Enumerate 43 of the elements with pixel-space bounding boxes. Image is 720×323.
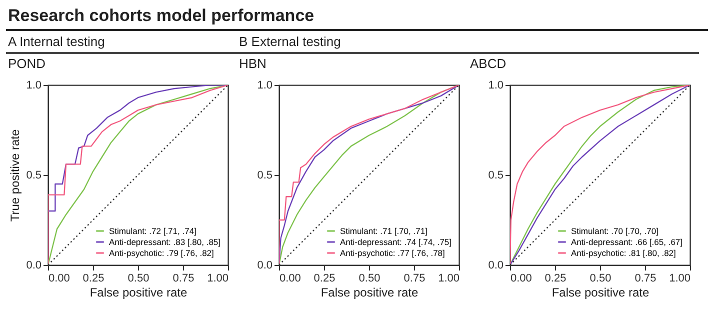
x-tick-label: 0.00	[48, 272, 70, 284]
legend-label: Anti-depressant: .83 [.80, .85]	[109, 237, 221, 247]
x-tick-label: 1.00	[438, 272, 460, 284]
legend-label: Anti-psychotic: .79 [.76, .82]	[109, 248, 214, 258]
chart-title: POND	[8, 56, 46, 71]
y-tick-label: 0.0	[257, 260, 272, 272]
text: A Internal testing	[6, 32, 237, 54]
y-tick-label: 0.0	[488, 260, 504, 272]
legend-label: Anti-psychotic: .77 [.76, .78]	[340, 248, 445, 258]
x-tick-label: 0.50	[358, 272, 380, 284]
text: Research cohorts model performance	[6, 4, 708, 31]
x-tick-label: 0.00	[280, 272, 301, 284]
y-tick-label: 1.0	[26, 80, 42, 92]
x-axis-title: False positive rate	[552, 286, 650, 300]
x-tick-label: 0.25	[314, 272, 336, 284]
legend-label: Anti-psychotic: .81 [.80, .82]	[571, 248, 676, 258]
y-tick-label: 0.5	[257, 170, 272, 182]
y-axis-title: True positive rate	[8, 129, 22, 222]
x-tick-label: 1.00	[207, 272, 228, 284]
y-tick-label: 1.0	[488, 80, 504, 92]
x-tick-label: 0.75	[404, 272, 426, 284]
legend-label: Anti-depressant: .74 [.74, .75]	[340, 237, 452, 247]
legend-label: Anti-depressant: .66 [.65, .67]	[571, 237, 683, 247]
x-tick-label: 0.50	[128, 272, 150, 284]
y-tick-label: 1.0	[257, 80, 272, 92]
x-axis-title: False positive rate	[90, 286, 188, 300]
legend-label: Stimulant: .71 [.70, .71]	[340, 226, 428, 236]
chart-title: HBN	[239, 56, 266, 71]
legend-label: Stimulant: .70 [.70, .70]	[571, 226, 658, 236]
x-tick-label: 0.00	[510, 272, 532, 284]
x-tick-label: 1.00	[669, 272, 690, 284]
y-tick-label: 0.0	[26, 260, 42, 272]
x-tick-label: 0.75	[634, 272, 656, 284]
x-tick-label: 0.75	[172, 272, 194, 284]
text: B External testing	[237, 32, 699, 54]
x-tick-label: 0.25	[544, 272, 566, 284]
x-axis-title: False positive rate	[320, 286, 419, 300]
x-tick-label: 0.50	[590, 272, 612, 284]
chart-title: ABCD	[470, 56, 506, 71]
y-tick-label: 0.5	[26, 170, 42, 182]
x-tick-label: 0.25	[82, 272, 104, 284]
y-tick-label: 0.5	[488, 170, 504, 182]
legend-label: Stimulant: .72 [.71, .74]	[109, 226, 196, 236]
